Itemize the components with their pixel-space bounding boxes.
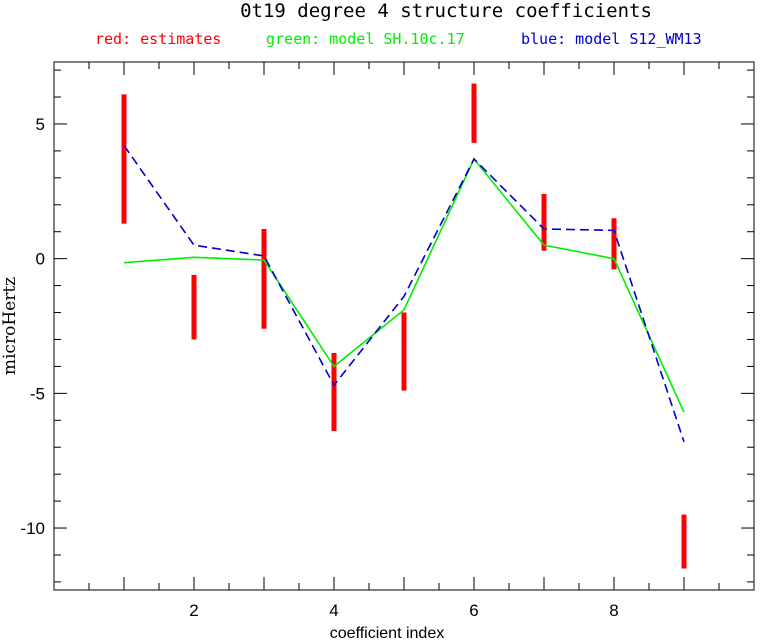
series-line-sh10c17 bbox=[123, 157, 685, 413]
y-tick-label: 0 bbox=[36, 250, 45, 269]
y-tick-label: -5 bbox=[30, 384, 45, 403]
x-tick-label: 8 bbox=[609, 601, 618, 620]
series-line-s12wm13 bbox=[123, 145, 685, 443]
x-tick-label: 4 bbox=[329, 601, 338, 620]
axis-tick-labels: 2 4 6 8 5 0 -5 -10 bbox=[20, 115, 618, 620]
data-marks bbox=[121, 83, 687, 569]
chart-title: 0t19 degree 4 structure coefficients bbox=[240, 0, 652, 22]
legend-estimates: red: estimates bbox=[95, 30, 221, 48]
legend-model-s12wm13: blue: model S12_WM13 bbox=[521, 30, 702, 48]
axis-ticks bbox=[54, 62, 754, 590]
x-tick-label: 2 bbox=[189, 601, 198, 620]
y-tick-label: 5 bbox=[36, 115, 45, 134]
x-axis-label: coefficient index bbox=[330, 625, 444, 641]
y-axis-label: microHertz bbox=[0, 277, 20, 375]
x-tick-label: 6 bbox=[469, 601, 478, 620]
legend-model-sh10c17: green: model SH.10c.17 bbox=[266, 30, 465, 48]
y-tick-label: -10 bbox=[20, 519, 45, 538]
